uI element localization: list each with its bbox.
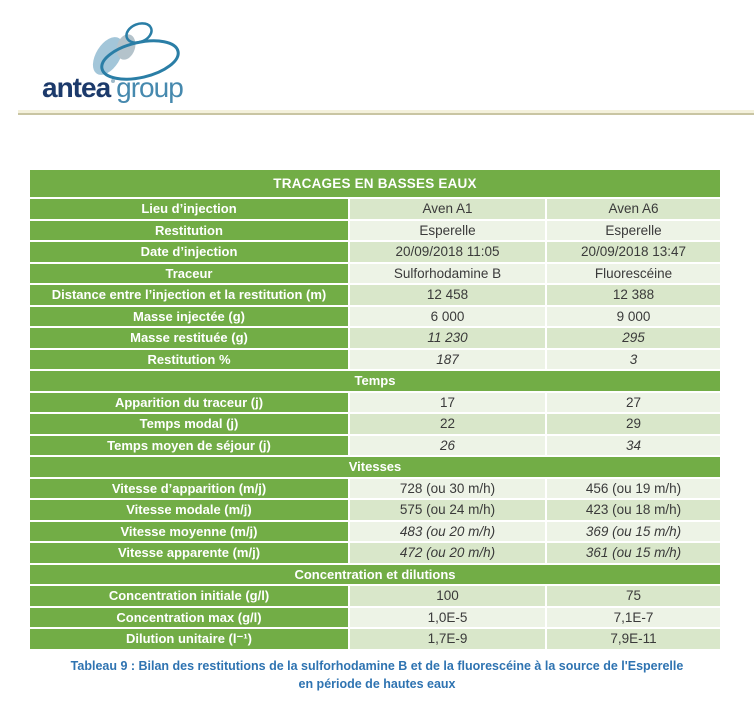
value-cell-col1: 728 (ou 30 m/h) bbox=[350, 478, 545, 498]
row-label-cell: Concentration max (g/l) bbox=[30, 607, 348, 627]
table-caption: Tableau 9 : Bilan des restitutions de la… bbox=[0, 658, 754, 693]
value-cell-col1: 22 bbox=[350, 414, 545, 434]
value-cell-col2: 75 bbox=[547, 586, 720, 606]
value-cell-col1: 187 bbox=[350, 349, 545, 369]
row-label-cell: Apparition du traceur (j) bbox=[30, 392, 348, 412]
value-cell-col2: 34 bbox=[547, 435, 720, 455]
value-cell-col2: 29 bbox=[547, 414, 720, 434]
row-label-cell: Date d’injection bbox=[30, 242, 348, 262]
row-label-cell: Vitesse apparente (m/j) bbox=[30, 543, 348, 563]
logo-ellipses-icon bbox=[92, 22, 180, 81]
row-label-cell: Lieu d’injection bbox=[30, 199, 348, 219]
value-cell-col2: Aven A6 bbox=[547, 199, 720, 219]
row-label-cell: Vitesse moyenne (m/j) bbox=[30, 521, 348, 541]
row-label-cell: Distance entre l’injection et la restitu… bbox=[30, 285, 348, 305]
value-cell-col2: 20/09/2018 13:47 bbox=[547, 242, 720, 262]
row-label-cell: Temps moyen de séjour (j) bbox=[30, 435, 348, 455]
value-cell-col1: Esperelle bbox=[350, 220, 545, 240]
row-label-cell: Vitesse modale (m/j) bbox=[30, 500, 348, 520]
row-label-cell: Concentration initiale (g/l) bbox=[30, 586, 348, 606]
value-cell-col2: 12 388 bbox=[547, 285, 720, 305]
value-cell-col1: Sulforhodamine B bbox=[350, 263, 545, 283]
brand-wordmark: antea group bbox=[42, 72, 184, 104]
caption-line-2: en période de hautes eaux bbox=[298, 676, 456, 691]
row-label-cell: Restitution % bbox=[30, 349, 348, 369]
section-header: Concentration et dilutions bbox=[30, 564, 720, 584]
row-label-cell: Dilution unitaire (l⁻¹) bbox=[30, 629, 348, 649]
value-cell-col1: 472 (ou 20 m/h) bbox=[350, 543, 545, 563]
brand-dot-icon bbox=[111, 79, 116, 83]
value-cell-col2: 9 000 bbox=[547, 306, 720, 326]
value-cell-col2: 3 bbox=[547, 349, 720, 369]
value-cell-col2: 27 bbox=[547, 392, 720, 412]
value-cell-col1: 11 230 bbox=[350, 328, 545, 348]
brand-name-secondary: group bbox=[116, 72, 184, 103]
tracer-results-table: TRACAGES EN BASSES EAUX Lieu d’injection… bbox=[30, 170, 720, 649]
antea-group-logo: antea group bbox=[40, 16, 260, 108]
value-cell-col2: 295 bbox=[547, 328, 720, 348]
value-cell-col2: 7,9E-11 bbox=[547, 629, 720, 649]
row-label-cell: Traceur bbox=[30, 263, 348, 283]
value-cell-col1: 575 (ou 24 m/h) bbox=[350, 500, 545, 520]
row-label-cell: Masse injectée (g) bbox=[30, 306, 348, 326]
value-cell-col1: 6 000 bbox=[350, 306, 545, 326]
value-cell-col2: Fluorescéine bbox=[547, 263, 720, 283]
value-cell-col1: 1,7E-9 bbox=[350, 629, 545, 649]
value-cell-col2: 361 (ou 15 m/h) bbox=[547, 543, 720, 563]
value-cell-col1: 20/09/2018 11:05 bbox=[350, 242, 545, 262]
value-cell-col1: 1,0E-5 bbox=[350, 607, 545, 627]
value-cell-col1: 26 bbox=[350, 435, 545, 455]
value-cell-col1: 483 (ou 20 m/h) bbox=[350, 521, 545, 541]
row-label-cell: Temps modal (j) bbox=[30, 414, 348, 434]
header-divider bbox=[18, 110, 754, 115]
caption-line-1: Tableau 9 : Bilan des restitutions de la… bbox=[70, 659, 684, 673]
value-cell-col1: 100 bbox=[350, 586, 545, 606]
brand-name-primary: antea bbox=[42, 72, 111, 103]
value-cell-col2: 7,1E-7 bbox=[547, 607, 720, 627]
row-label-cell: Masse restituée (g) bbox=[30, 328, 348, 348]
value-cell-col2: 456 (ou 19 m/h) bbox=[547, 478, 720, 498]
value-cell-col2: 369 (ou 15 m/h) bbox=[547, 521, 720, 541]
value-cell-col2: Esperelle bbox=[547, 220, 720, 240]
row-label-cell: Restitution bbox=[30, 220, 348, 240]
row-label-cell: Vitesse d’apparition (m/j) bbox=[30, 478, 348, 498]
value-cell-col2: 423 (ou 18 m/h) bbox=[547, 500, 720, 520]
value-cell-col1: 17 bbox=[350, 392, 545, 412]
section-header: Vitesses bbox=[30, 457, 720, 477]
value-cell-col1: 12 458 bbox=[350, 285, 545, 305]
table-title: TRACAGES EN BASSES EAUX bbox=[30, 170, 720, 197]
table-grid: Lieu d’injection Aven A1 Aven A6 Restitutio… bbox=[30, 199, 720, 649]
section-header: Temps bbox=[30, 371, 720, 391]
value-cell-col1: Aven A1 bbox=[350, 199, 545, 219]
